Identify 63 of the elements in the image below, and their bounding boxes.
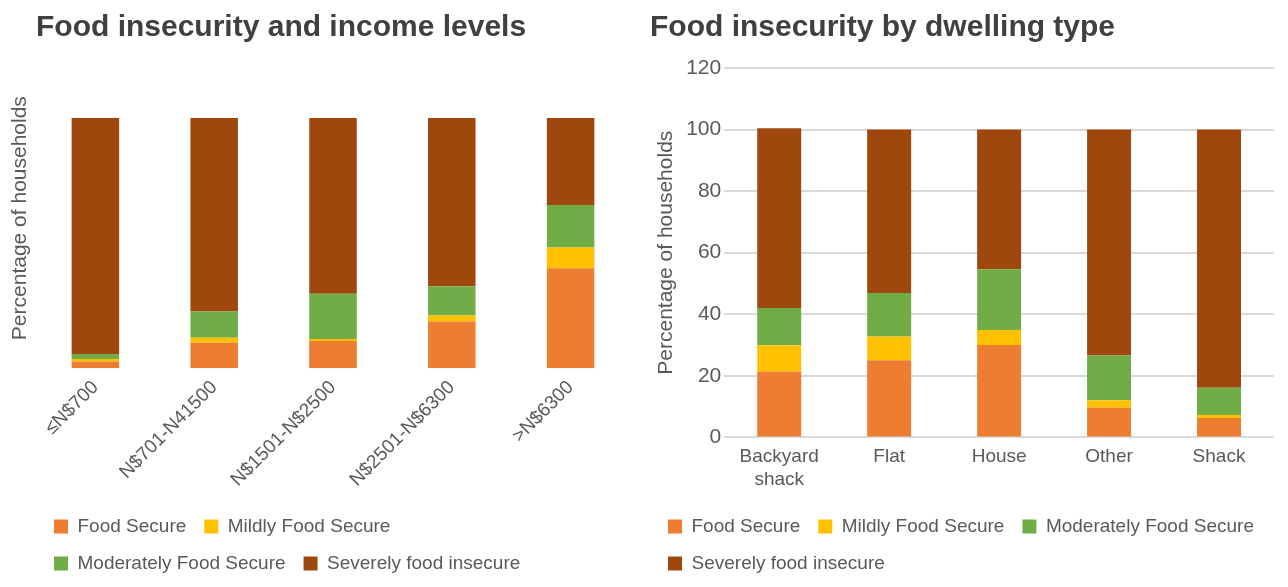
y-tick-label: 20 [697, 362, 722, 386]
x-tick-label: Flat [873, 445, 906, 467]
y-tick-label: 100 [686, 116, 722, 140]
bar [1197, 129, 1242, 388]
bar [428, 321, 476, 369]
bar [977, 269, 1022, 330]
y-tick-label: 60 [697, 239, 722, 263]
legend-label: Mildly Food Secure [841, 514, 1005, 536]
legend-label: Moderately Food Secure [1045, 514, 1254, 536]
bar [546, 268, 595, 369]
bar [757, 308, 802, 346]
bar [309, 293, 357, 339]
bar [867, 360, 912, 437]
x-tick-label: Shack [1192, 445, 1246, 467]
legend-label: Mildly Food Secure [227, 514, 391, 536]
y-tick-label: 120 [686, 54, 722, 78]
bar [867, 293, 912, 337]
x-tick-label: Other [1085, 445, 1134, 467]
bar [428, 286, 476, 316]
bar [190, 337, 238, 343]
y-axis-title: Percentage of households [6, 96, 30, 341]
y-tick-label: 40 [697, 301, 722, 325]
bar [977, 345, 1022, 437]
x-tick-label: Backyard shack [739, 445, 819, 489]
bar [309, 118, 357, 294]
bar [1087, 400, 1132, 408]
bar [867, 129, 912, 294]
legend-label: Food Secure [77, 514, 187, 536]
chart-title: Food insecurity by dwelling type [650, 9, 1116, 43]
chart-title: Food insecurity and income levels [36, 9, 527, 43]
bar [190, 118, 238, 312]
bar [71, 359, 120, 362]
bar [977, 329, 1022, 346]
bar [1087, 407, 1132, 437]
legend-label: Severely food insecure [691, 551, 885, 573]
bar [428, 118, 476, 287]
bar [71, 118, 120, 355]
bar [757, 371, 802, 437]
bar [309, 341, 357, 369]
bar [1087, 129, 1132, 356]
bar [1197, 418, 1242, 437]
bar [190, 342, 238, 369]
legend-label: Severely food insecure [327, 551, 521, 573]
bar [546, 247, 595, 269]
y-tick-label: 80 [697, 177, 722, 201]
y-axis-title: Percentage of households [653, 130, 677, 375]
legend-label: Food Secure [691, 514, 801, 536]
y-tick-label: 0 [709, 424, 722, 448]
bar [71, 354, 120, 360]
bar [1087, 355, 1132, 401]
x-tick-label: House [971, 445, 1027, 467]
bar [977, 129, 1022, 270]
bar [757, 345, 802, 372]
bar [757, 128, 802, 309]
bar [1197, 387, 1242, 415]
bar [546, 204, 595, 248]
bar [428, 315, 476, 322]
bar [867, 336, 912, 361]
legend-label: Moderately Food Secure [77, 551, 286, 573]
bar [1197, 414, 1242, 419]
bar [190, 311, 238, 338]
bar [546, 118, 595, 205]
bar [309, 339, 357, 342]
